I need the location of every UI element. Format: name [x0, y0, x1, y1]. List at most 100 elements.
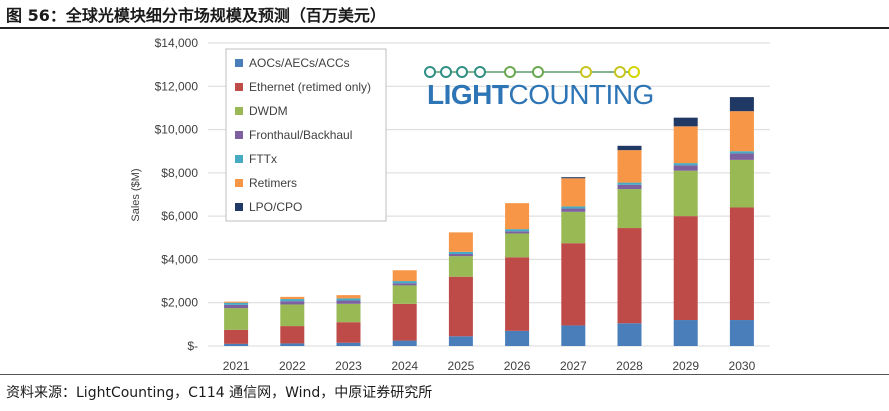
figure-title: 图 56：全球光模块细分市场规模及预测（百万美元） [6, 6, 386, 25]
bar-segment-ethernet-retimed-only--2021 [224, 329, 249, 344]
bar-segment-fttx-2025 [448, 251, 473, 255]
bar-segment-fttx-2026 [505, 229, 530, 232]
bar-segment-aocs-aecs-accs-2023 [336, 342, 361, 346]
bar-segment-retimers-2023 [336, 295, 361, 299]
logo-ring [440, 66, 452, 78]
bar-segment-fronthaul-backhaul-2026 [505, 231, 530, 234]
bar-segment-retimers-2022 [280, 296, 305, 300]
x-tick-label: 2022 [279, 359, 306, 373]
legend-swatch [235, 179, 243, 187]
legend-swatch [235, 59, 243, 67]
bar-segment-ethernet-retimed-only--2022 [280, 326, 305, 344]
legend-label: Fronthaul/Backhaul [249, 128, 352, 142]
bar-segment-fttx-2023 [336, 298, 361, 301]
bar-segment-dwdm-2021 [224, 308, 249, 330]
logo-ring [424, 66, 436, 78]
legend-label: AOCs/AECs/ACCs [249, 56, 350, 70]
x-tick-label: 2030 [729, 359, 756, 373]
y-axis-label: Sales ($M) [130, 168, 142, 221]
legend-box [225, 48, 387, 222]
y-axis-ticks: $- $2,000 $4,000 $6,000 $8,000 $10,000 $12,000… [155, 36, 199, 353]
bar-segment-retimers-2026 [505, 203, 530, 230]
legend-swatch [235, 131, 243, 139]
bar-segment-ethernet-retimed-only--2029 [673, 216, 698, 321]
logo-ring [504, 66, 516, 78]
bar-segment-dwdm-2029 [673, 170, 698, 217]
bar-segment-dwdm-2026 [505, 233, 530, 258]
bar-segment-aocs-aecs-accs-2024 [392, 340, 417, 346]
y-tick-label: $4,000 [161, 252, 198, 266]
bar-segment-aocs-aecs-accs-2021 [224, 343, 249, 346]
source-note: 资料来源：LightCounting，C114 通信网，Wind，中原证券研究所 [6, 385, 433, 401]
legend-label: Ethernet (retimed only) [249, 80, 371, 94]
bar-segment-fttx-2029 [673, 163, 698, 166]
logo-text-counting: COUNTING [509, 79, 654, 110]
legend-label: Retimers [249, 176, 297, 190]
bar-segment-aocs-aecs-accs-2022 [280, 343, 305, 346]
x-tick-label: 2021 [223, 359, 250, 373]
bar-segment-fronthaul-backhaul-2029 [673, 165, 698, 171]
legend-swatch [235, 83, 243, 91]
y-tick-label: $14,000 [155, 36, 199, 50]
x-tick-label: 2027 [560, 359, 587, 373]
bar-segment-dwdm-2022 [280, 304, 305, 327]
bar-segment-aocs-aecs-accs-2026 [505, 330, 530, 346]
x-axis-ticks: 2021 2022 2023 2024 2025 2026 2027 2028 2029 2030 [223, 359, 756, 373]
x-tick-label: 2029 [672, 359, 699, 373]
x-tick-label: 2023 [335, 359, 362, 373]
bars [224, 97, 754, 346]
y-tick-label: $2,000 [161, 296, 198, 310]
y-tick-label: $- [187, 339, 198, 353]
bar-segment-aocs-aecs-accs-2027 [561, 325, 586, 346]
bar-segment-dwdm-2028 [617, 189, 642, 229]
bar-segment-dwdm-2027 [561, 211, 586, 244]
x-tick-label: 2025 [448, 359, 475, 373]
bar-segment-fttx-2027 [561, 206, 586, 209]
legend-label: DWDM [249, 104, 288, 118]
bar-segment-fttx-2021 [224, 302, 249, 305]
bar-segment-ethernet-retimed-only--2024 [392, 303, 417, 341]
logo-text-light: LIGHT [427, 79, 509, 110]
x-tick-label: 2028 [616, 359, 643, 373]
legend-swatch [235, 155, 243, 163]
logo-ring [456, 66, 468, 78]
bar-segment-aocs-aecs-accs-2029 [673, 320, 698, 346]
bar-segment-ethernet-retimed-only--2027 [561, 243, 586, 326]
x-tick-label: 2026 [504, 359, 531, 373]
footer-rule [0, 374, 889, 375]
y-tick-label: $6,000 [161, 209, 198, 223]
logo-ring [614, 66, 626, 78]
bar-segment-fttx-2028 [617, 182, 642, 185]
bar-segment-retimers-2029 [673, 126, 698, 164]
bar-segment-dwdm-2025 [448, 256, 473, 277]
bar-segment-lpo-cpo-2028 [617, 145, 642, 151]
bar-segment-ethernet-retimed-only--2026 [505, 257, 530, 331]
bar-segment-retimers-2024 [392, 270, 417, 282]
lightcounting-logo: LIGHTCOUNTING [424, 66, 654, 110]
logo-ring [532, 66, 544, 78]
bar-segment-fronthaul-backhaul-2028 [617, 184, 642, 190]
bar-segment-retimers-2028 [617, 150, 642, 183]
legend-swatch [235, 203, 243, 211]
y-tick-label: $12,000 [155, 79, 199, 93]
title-rule [0, 27, 889, 29]
bar-segment-aocs-aecs-accs-2028 [617, 323, 642, 346]
x-tick-label: 2024 [391, 359, 418, 373]
bar-segment-ethernet-retimed-only--2030 [729, 207, 754, 321]
logo-wordmark: LIGHTCOUNTING [427, 79, 654, 110]
bar-segment-fronthaul-backhaul-2030 [729, 153, 754, 160]
bar-segment-fronthaul-backhaul-2022 [280, 301, 305, 305]
bar-segment-lpo-cpo-2029 [673, 117, 698, 127]
bar-segment-dwdm-2023 [336, 303, 361, 323]
bar-segment-lpo-cpo-2030 [729, 97, 754, 112]
bar-segment-fttx-2022 [280, 299, 305, 302]
y-tick-label: $10,000 [155, 123, 199, 137]
bar-segment-retimers-2030 [729, 111, 754, 152]
bar-segment-fronthaul-backhaul-2023 [336, 300, 361, 304]
bar-segment-lpo-cpo-2027 [561, 177, 586, 179]
bar-segment-ethernet-retimed-only--2028 [617, 228, 642, 324]
logo-ring [580, 66, 592, 78]
bar-segment-fttx-2024 [392, 281, 417, 284]
legend-label: LPO/CPO [249, 200, 302, 214]
